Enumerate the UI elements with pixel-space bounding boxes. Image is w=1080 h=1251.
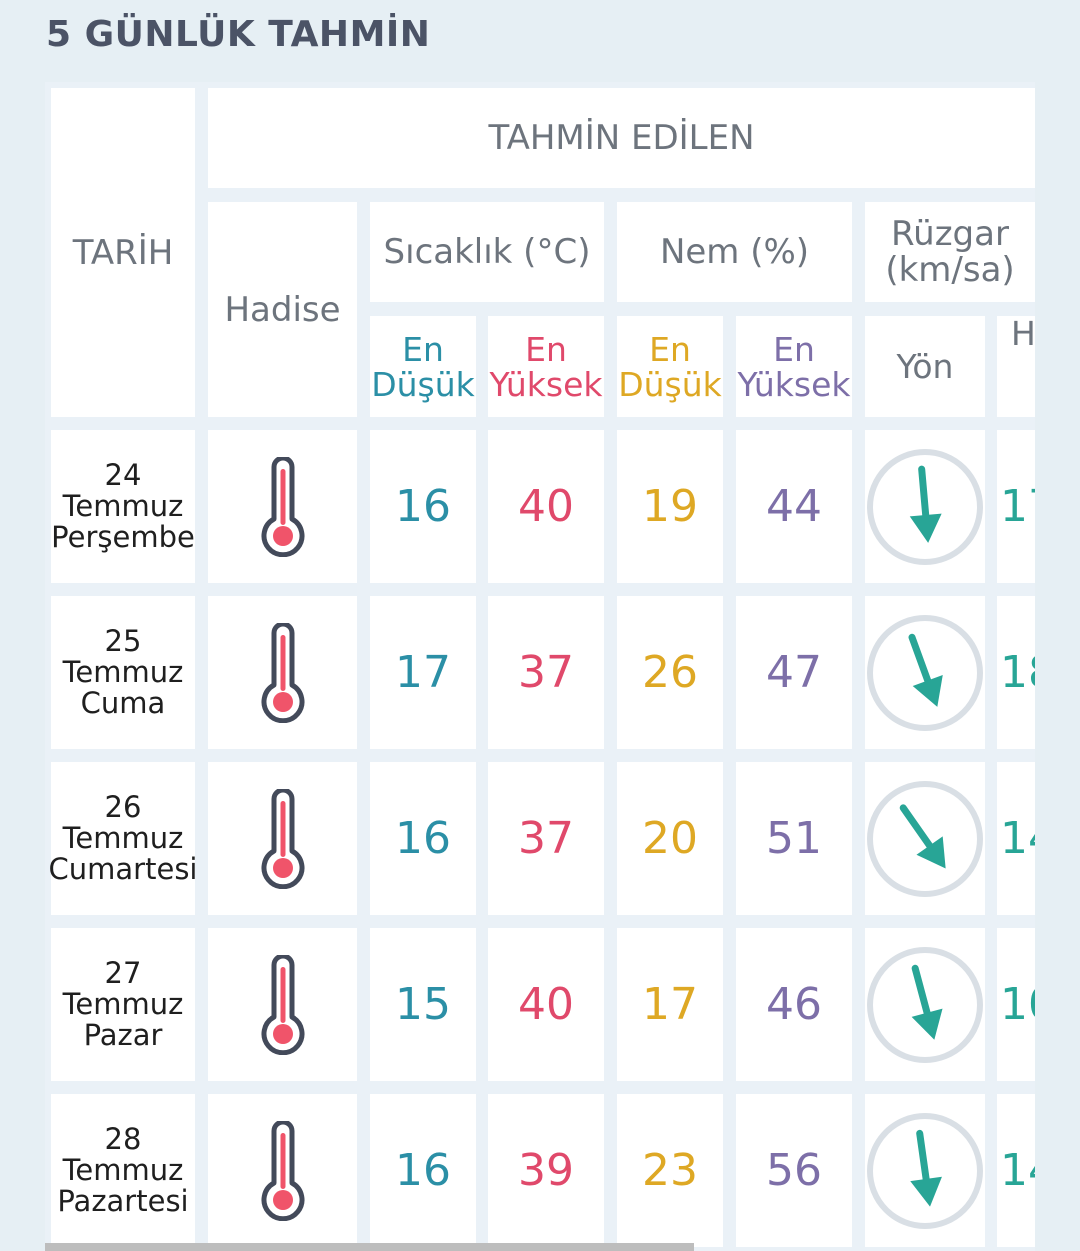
date-day: 24: [104, 458, 142, 492]
horizontal-scrollbar[interactable]: [45, 1243, 694, 1251]
row-wind-speed: 18: [997, 596, 1035, 749]
header-temp-max-line1: En: [525, 329, 567, 369]
row-wind-speed: 14: [997, 762, 1035, 915]
date-weekday: Perşembe: [51, 520, 195, 554]
row-wind-speed: 14: [997, 1094, 1035, 1247]
row-temp-min: 15: [370, 928, 476, 1081]
row-hadise: [208, 762, 357, 915]
thermometer-icon: [258, 788, 308, 889]
row-hum-min: 17: [617, 928, 723, 1081]
header-sicaklik: Sıcaklık (°C): [370, 202, 604, 302]
header-temp-min-line2: Düşük: [371, 364, 475, 404]
row-wind-speed: 10: [997, 928, 1035, 1081]
row-hum-max: 44: [736, 430, 852, 583]
row-temp-max: 39: [488, 1094, 604, 1247]
row-hum-min: 26: [617, 596, 723, 749]
row-temp-max: 37: [488, 762, 604, 915]
row-hadise: [208, 596, 357, 749]
page-title: 5 GÜNLÜK TAHMİN: [46, 14, 431, 55]
row-hadise: [208, 1094, 357, 1247]
header-hadise: Hadise: [208, 202, 357, 417]
row-wind-direction: [865, 928, 985, 1081]
row-temp-max: 40: [488, 430, 604, 583]
header-ruzgar-line1: Rüzgar: [891, 214, 1009, 254]
header-yon: Yön: [865, 316, 985, 417]
row-hum-min: 19: [617, 430, 723, 583]
header-ruzgar-line2: (km/sa): [885, 250, 1015, 290]
date-weekday: Cuma: [80, 686, 166, 720]
row-hum-min: 23: [617, 1094, 723, 1247]
forecast-table: TARİH TAHMİN EDİLEN Hadise Sıcaklık (°C)…: [45, 82, 1035, 1251]
row-wind-direction: [865, 1094, 985, 1247]
wind-direction-arrow-icon: [865, 1111, 985, 1231]
row-wind-direction: [865, 430, 985, 583]
header-tahmin-edilen: TAHMİN EDİLEN: [208, 88, 1035, 188]
row-date: 26 Temmuz Cumartesi: [48, 762, 198, 915]
wind-direction-arrow-icon: [865, 447, 985, 567]
header-temp-min-line1: En: [402, 329, 444, 369]
row-date: 25 Temmuz Cuma: [51, 596, 195, 749]
header-hum-min-line2: Düşük: [618, 364, 722, 404]
row-date: 28 Temmuz Pazartesi: [51, 1094, 195, 1247]
date-day: 28: [104, 1122, 142, 1156]
wind-direction-arrow-icon: [865, 945, 985, 1065]
row-wind-direction: [865, 762, 985, 915]
wind-direction-arrow-icon: [865, 613, 985, 733]
header-hiz: Hı: [997, 316, 1035, 417]
row-temp-max: 40: [488, 928, 604, 1081]
row-hadise: [208, 928, 357, 1081]
header-tarih: TARİH: [51, 88, 195, 417]
thermometer-icon: [258, 954, 308, 1055]
date-month: Temmuz: [62, 489, 184, 523]
row-wind-direction: [865, 596, 985, 749]
date-weekday: Pazar: [83, 1018, 163, 1052]
row-date: 24 Temmuz Perşembe: [51, 430, 195, 583]
thermometer-icon: [258, 456, 308, 557]
row-temp-min: 17: [370, 596, 476, 749]
row-wind-speed: 17: [997, 430, 1035, 583]
header-ruzgar: Rüzgar (km/sa): [865, 202, 1035, 302]
date-day: 26: [104, 790, 142, 824]
header-temp-max: En Yüksek: [488, 316, 604, 417]
date-day: 27: [104, 956, 142, 990]
header-hum-max: En Yüksek: [736, 316, 852, 417]
date-month: Temmuz: [62, 1153, 184, 1187]
date-month: Temmuz: [62, 987, 184, 1021]
row-temp-min: 16: [370, 1094, 476, 1247]
header-nem: Nem (%): [617, 202, 852, 302]
row-hum-max: 56: [736, 1094, 852, 1247]
date-weekday: Cumartesi: [48, 852, 198, 886]
thermometer-icon: [258, 1120, 308, 1221]
row-hum-max: 46: [736, 928, 852, 1081]
row-temp-min: 16: [370, 430, 476, 583]
header-hum-max-line2: Yüksek: [737, 364, 851, 404]
row-date: 27 Temmuz Pazar: [51, 928, 195, 1081]
row-hum-max: 51: [736, 762, 852, 915]
row-hum-max: 47: [736, 596, 852, 749]
row-hadise: [208, 430, 357, 583]
row-temp-min: 16: [370, 762, 476, 915]
date-month: Temmuz: [62, 821, 184, 855]
date-day: 25: [104, 624, 142, 658]
header-hum-min-line1: En: [649, 329, 691, 369]
row-temp-max: 37: [488, 596, 604, 749]
thermometer-icon: [258, 622, 308, 723]
header-hum-max-line1: En: [773, 329, 815, 369]
row-hum-min: 20: [617, 762, 723, 915]
header-temp-max-line2: Yüksek: [489, 364, 603, 404]
wind-direction-arrow-icon: [865, 779, 985, 899]
header-hum-min: En Düşük: [617, 316, 723, 417]
header-temp-min: En Düşük: [370, 316, 476, 417]
date-month: Temmuz: [62, 655, 184, 689]
date-weekday: Pazartesi: [57, 1184, 189, 1218]
